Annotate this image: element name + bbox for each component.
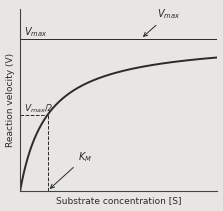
X-axis label: Substrate concentration [S]: Substrate concentration [S] [56, 196, 182, 206]
Text: $K_M$: $K_M$ [50, 150, 92, 188]
Text: $V_{max}/2$: $V_{max}/2$ [24, 102, 54, 115]
Text: $V_{max}$: $V_{max}$ [24, 25, 47, 39]
Text: $V_{max}$: $V_{max}$ [144, 7, 181, 36]
Y-axis label: Reaction velocity (V): Reaction velocity (V) [6, 53, 14, 147]
